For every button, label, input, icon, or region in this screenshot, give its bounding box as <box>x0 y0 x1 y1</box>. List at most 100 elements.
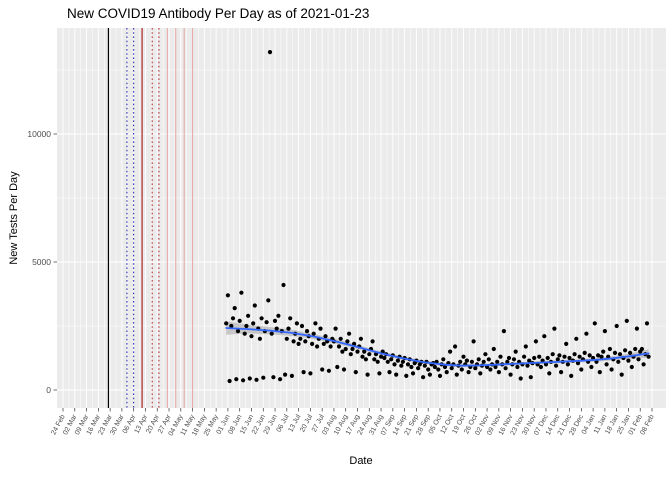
data-point <box>572 352 577 357</box>
data-point <box>495 359 500 364</box>
data-point <box>481 359 486 364</box>
data-point <box>592 321 597 326</box>
data-point <box>427 372 432 377</box>
data-point <box>281 282 286 288</box>
data-point <box>547 371 552 376</box>
data-point <box>310 341 315 346</box>
data-point <box>237 318 242 323</box>
data-point <box>257 336 262 341</box>
data-point <box>458 359 463 364</box>
data-point <box>597 370 602 375</box>
data-point <box>448 349 453 354</box>
data-point <box>604 362 609 367</box>
data-point <box>454 372 459 377</box>
data-point <box>532 355 537 361</box>
data-point <box>545 355 550 361</box>
data-point <box>225 293 230 298</box>
data-point <box>298 336 303 341</box>
smooth-line <box>225 327 650 367</box>
data-point <box>363 357 368 362</box>
data-point <box>644 321 650 326</box>
data-point <box>459 367 464 372</box>
data-point <box>358 336 363 341</box>
data-point <box>449 366 454 371</box>
data-point <box>244 323 249 329</box>
data-point <box>395 358 400 363</box>
data-point <box>537 354 542 359</box>
data-point <box>574 336 579 341</box>
data-point <box>629 364 634 370</box>
data-point <box>432 364 437 370</box>
data-point <box>336 344 342 349</box>
data-point <box>229 323 234 329</box>
data-point <box>345 339 350 344</box>
data-point <box>471 339 476 344</box>
data-point <box>261 375 266 380</box>
data-point <box>400 359 405 364</box>
data-point <box>405 362 411 367</box>
data-point <box>612 350 618 355</box>
data-point <box>347 331 352 336</box>
data-point <box>436 367 441 372</box>
data-point <box>538 364 544 370</box>
data-point <box>628 350 633 355</box>
data-point <box>232 306 237 311</box>
data-point <box>230 316 236 321</box>
data-point <box>633 346 638 352</box>
data-point <box>399 363 404 368</box>
data-point <box>577 354 582 359</box>
data-point <box>466 370 471 375</box>
data-point <box>501 329 506 334</box>
data-point <box>367 352 372 357</box>
data-point <box>552 326 557 331</box>
data-point <box>599 354 604 359</box>
data-point <box>505 359 510 364</box>
data-point <box>320 367 325 372</box>
data-point <box>247 376 252 381</box>
data-point <box>515 364 520 370</box>
gridlines <box>57 28 666 408</box>
data-point <box>259 316 264 321</box>
data-point <box>341 367 347 372</box>
data-point <box>646 354 651 359</box>
data-point <box>321 341 326 346</box>
data-point <box>476 357 481 362</box>
data-point <box>607 346 613 352</box>
data-point <box>554 363 559 368</box>
data-point <box>606 354 611 359</box>
data-point <box>409 364 414 370</box>
data-point <box>543 362 549 367</box>
data-point <box>288 316 293 321</box>
data-point <box>523 344 528 349</box>
data-point <box>377 371 382 376</box>
y-tick-label: 10000 <box>27 129 51 139</box>
data-point <box>242 331 247 336</box>
x-axis-title: Date <box>349 455 373 467</box>
data-point <box>567 355 572 361</box>
data-point <box>394 372 399 377</box>
data-point <box>348 352 353 357</box>
panel-background <box>57 28 666 408</box>
data-point <box>333 326 338 331</box>
data-point <box>442 364 448 370</box>
data-point <box>493 364 498 370</box>
data-point <box>614 323 619 329</box>
data-point <box>542 334 547 339</box>
data-point <box>286 326 291 331</box>
data-point <box>294 321 299 326</box>
data-point <box>579 367 584 372</box>
data-point <box>360 354 365 359</box>
data-point <box>283 372 288 377</box>
data-point <box>634 326 640 331</box>
data-point <box>387 370 392 375</box>
data-point <box>617 352 623 357</box>
data-point <box>496 370 501 375</box>
data-point <box>379 354 384 359</box>
data-point <box>254 377 259 382</box>
data-point <box>525 363 530 368</box>
data-point <box>565 362 571 367</box>
data-point <box>343 346 348 352</box>
axis-ticks <box>53 133 653 412</box>
y-tick-label: 5000 <box>32 257 51 267</box>
data-point <box>410 371 416 376</box>
